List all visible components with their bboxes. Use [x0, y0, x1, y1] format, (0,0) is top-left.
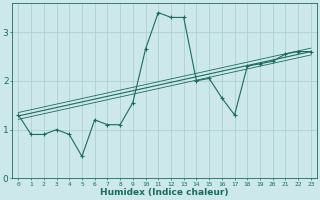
- X-axis label: Humidex (Indice chaleur): Humidex (Indice chaleur): [100, 188, 229, 197]
